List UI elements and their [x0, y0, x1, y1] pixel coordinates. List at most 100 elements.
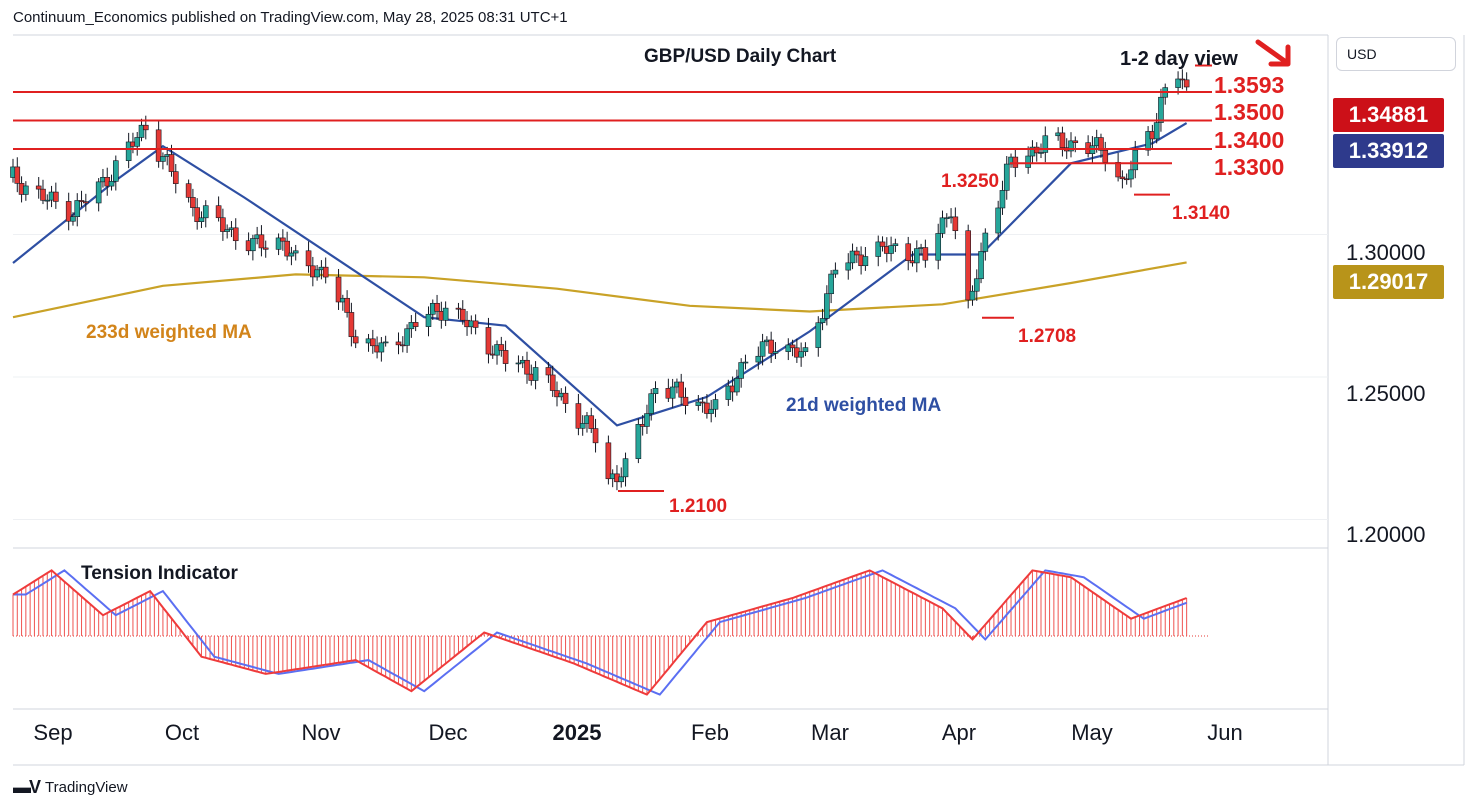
oscillator-main-line: [12, 569, 1187, 696]
candle-body: [1059, 132, 1066, 148]
candle-body: [939, 217, 946, 234]
candle-body: [708, 408, 714, 414]
candle-body: [798, 351, 804, 358]
candle-body: [155, 129, 162, 162]
grid-lines: [13, 234, 1328, 520]
candle-body: [969, 290, 976, 301]
oscillator-signal-line: [13, 569, 1187, 696]
candle-body: [442, 307, 449, 321]
chart-subtitle: 1-2 day view: [1120, 48, 1238, 70]
candle-body: [232, 227, 239, 242]
candle-body: [605, 442, 612, 480]
candle-body: [1042, 135, 1049, 153]
candle-body: [712, 399, 719, 410]
footer-brand: TradingView: [45, 779, 128, 796]
x-tick-label: Feb: [691, 720, 729, 745]
candle-body: [592, 428, 599, 444]
level-label-support-5: 1.2708: [1018, 326, 1077, 347]
candle-body: [905, 243, 912, 262]
candle-body: [292, 250, 299, 254]
candle-body: [618, 476, 625, 483]
candle-body: [404, 328, 410, 346]
candle-body: [455, 307, 462, 310]
candle-body: [742, 361, 749, 364]
candles: [10, 69, 1190, 491]
candle-body: [734, 378, 740, 393]
publisher-line: Continuum_Economics published on Trading…: [13, 9, 568, 26]
oscillator-title: Tension Indicator: [81, 563, 238, 584]
candle-body: [14, 166, 21, 184]
candle-body: [378, 342, 385, 353]
candle-body: [759, 341, 766, 357]
candle-body: [545, 367, 552, 376]
candle-body: [532, 367, 539, 381]
candle-body: [40, 188, 46, 201]
candle-body: [824, 293, 830, 319]
candle-body: [425, 313, 432, 327]
candle-body: [185, 183, 192, 198]
candle-body: [973, 278, 980, 292]
candle-body: [1132, 149, 1139, 171]
last-price-tag: 1.34881: [1333, 98, 1444, 132]
candle-body: [395, 341, 402, 346]
candle-body: [579, 423, 586, 429]
candle-body: [562, 392, 569, 404]
candle-body: [815, 322, 822, 348]
candle-body: [704, 402, 710, 414]
candle-body: [682, 396, 689, 406]
level-label-support-1: 1.3400: [1214, 127, 1285, 153]
candle-body: [1119, 176, 1126, 180]
candle-body: [768, 339, 774, 354]
candle-body: [382, 341, 389, 344]
candle-body: [652, 388, 659, 395]
candle-body: [168, 154, 175, 172]
candle-body: [862, 256, 869, 267]
candle-body: [262, 247, 269, 250]
candle-body: [999, 190, 1006, 209]
footer: ▬V TradingView: [13, 777, 128, 798]
x-tick-label: May: [1071, 720, 1113, 745]
candle-body: [1003, 163, 1010, 191]
candle-body: [1038, 152, 1044, 154]
candle-body: [412, 322, 419, 327]
candle-body: [35, 185, 42, 190]
candle-body: [220, 217, 226, 232]
level-label-resistance-2: 1.3500: [1214, 99, 1285, 125]
candle-body: [1068, 140, 1074, 152]
candle-body: [588, 415, 595, 429]
candle-body: [224, 229, 230, 232]
y-tick-label: 1.20000: [1346, 522, 1426, 547]
candle-body: [832, 269, 839, 275]
candle-body: [995, 207, 1001, 234]
x-tick-label: Apr: [941, 720, 977, 745]
candle-body: [695, 401, 702, 406]
candle-body: [549, 374, 556, 391]
candle-body: [78, 200, 85, 202]
candle-body: [789, 344, 796, 349]
candle-body: [335, 276, 342, 303]
candle-body: [1098, 137, 1104, 151]
y-tick-label: 1.25000: [1346, 381, 1426, 406]
candle-body: [879, 241, 886, 247]
arrow-down-icon: [1255, 39, 1291, 67]
currency-selector[interactable]: USD: [1336, 37, 1456, 71]
candle-body: [1145, 131, 1151, 151]
x-tick-label: Oct: [164, 720, 200, 745]
candle-body: [524, 359, 530, 375]
candle-body: [485, 327, 492, 355]
ma21-label: 21d weighted MA: [786, 395, 942, 416]
candle-body: [755, 355, 762, 363]
candle-body: [935, 233, 942, 261]
level-label-resistance-1: 1.3593: [1214, 72, 1285, 98]
candle-body: [108, 181, 115, 187]
candle-body: [275, 237, 282, 250]
candle-body: [978, 251, 984, 280]
candle-body: [819, 318, 826, 324]
y-tick-label: 1.30000: [1346, 240, 1426, 265]
candle-body: [44, 199, 51, 202]
candle-body: [913, 248, 920, 264]
candle-body: [74, 200, 81, 217]
candle-body: [348, 312, 355, 338]
candle-body: [160, 156, 166, 162]
